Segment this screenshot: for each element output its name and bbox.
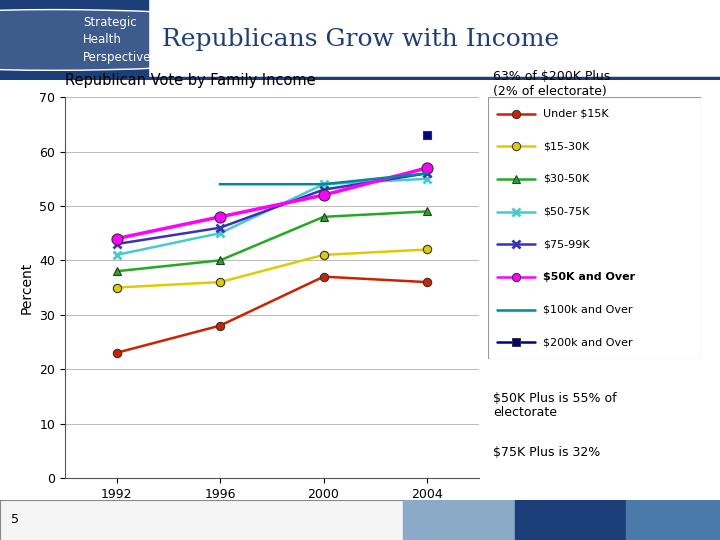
$15-30K (112, 284, 121, 291)
Text: Republican Vote by Family Income: Republican Vote by Family Income (65, 73, 315, 89)
Under $15K (423, 279, 431, 285)
$15-30K (319, 252, 328, 258)
$50-75K (112, 252, 121, 258)
Line: $15-30K: $15-30K (112, 245, 431, 292)
Bar (403, 500, 515, 540)
$15-30K (423, 246, 431, 253)
$30-50K (319, 214, 328, 220)
Text: $75-99K: $75-99K (544, 239, 590, 249)
Under $15K (216, 322, 225, 329)
$50K and Over (112, 235, 121, 242)
Text: $200k and Over: $200k and Over (544, 337, 633, 347)
$50-75K (423, 176, 431, 182)
$75-99K (112, 241, 121, 247)
$30-50K (423, 208, 431, 215)
Text: $75K Plus is 32%: $75K Plus is 32% (493, 446, 600, 458)
Line: $30-50K: $30-50K (112, 207, 431, 275)
Text: Under $15K: Under $15K (544, 109, 609, 119)
Text: $50K Plus is 55% of
electorate: $50K Plus is 55% of electorate (493, 392, 617, 420)
Text: Health: Health (83, 33, 122, 46)
$50K and Over (216, 214, 225, 220)
$100k and Over (423, 170, 431, 177)
Text: $15-30K: $15-30K (544, 141, 590, 151)
Text: $100k and Over: $100k and Over (544, 305, 633, 315)
$50-75K (319, 181, 328, 187)
Bar (0, 0, 148, 80)
Line: $50K and Over: $50K and Over (111, 163, 433, 244)
Bar (626, 500, 720, 540)
$75-99K (423, 170, 431, 177)
Line: $50-75K: $50-75K (112, 174, 431, 259)
Text: $50-75K: $50-75K (544, 206, 590, 217)
Under $15K (319, 273, 328, 280)
$50-75K (216, 230, 225, 237)
Text: Republicans Grow with Income: Republicans Grow with Income (162, 29, 559, 51)
$100k and Over (216, 181, 225, 187)
$50K and Over (423, 165, 431, 171)
Circle shape (0, 10, 328, 70)
$75-99K (319, 186, 328, 193)
$75-99K (216, 225, 225, 231)
$100k and Over (319, 181, 328, 187)
Text: $30-50K: $30-50K (544, 174, 590, 184)
Line: $75-99K: $75-99K (112, 169, 431, 248)
Text: 63% of $200K Plus
(2% of electorate): 63% of $200K Plus (2% of electorate) (493, 70, 611, 98)
$30-50K (112, 268, 121, 274)
Line: $100k and Over: $100k and Over (220, 173, 427, 184)
$50K and Over (319, 192, 328, 198)
Text: 5: 5 (11, 513, 19, 526)
Text: Perspectives: Perspectives (83, 51, 158, 64)
Y-axis label: Percent: Percent (19, 261, 34, 314)
$15-30K (216, 279, 225, 285)
Text: $50K and Over: $50K and Over (544, 272, 636, 282)
Under $15K (112, 349, 121, 356)
Line: Under $15K: Under $15K (112, 273, 431, 357)
Text: Strategic: Strategic (83, 16, 136, 29)
$30-50K (216, 257, 225, 264)
Bar (515, 500, 626, 540)
